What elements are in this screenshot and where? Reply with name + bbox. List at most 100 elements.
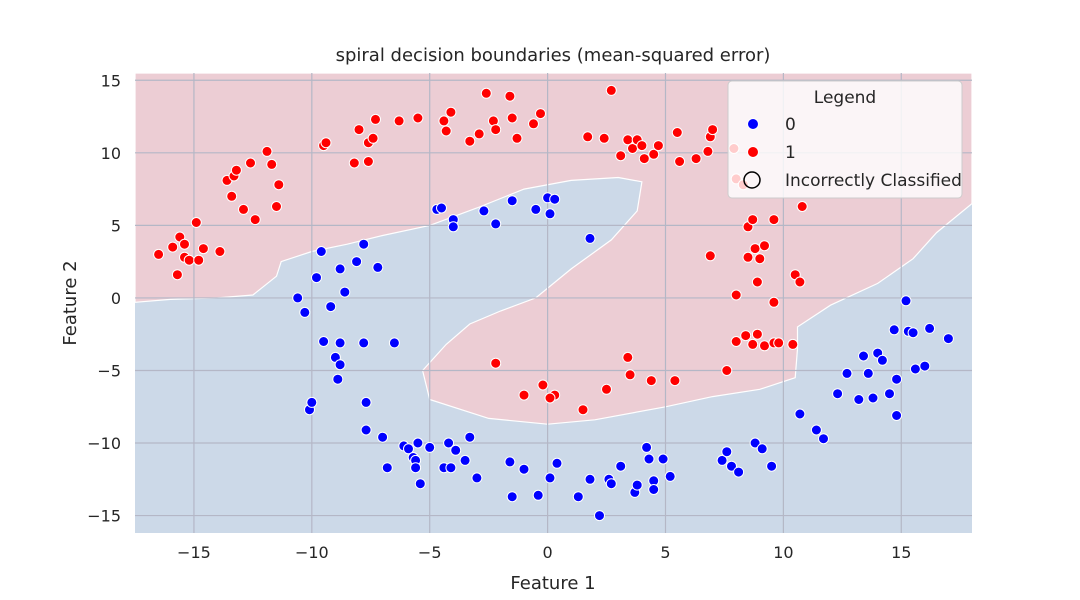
point-class-1	[273, 179, 285, 191]
point-class-1	[440, 125, 452, 137]
point-class-0	[841, 367, 853, 379]
point-class-0	[518, 463, 530, 475]
point-class-1	[193, 254, 205, 266]
point-class-0	[818, 433, 829, 445]
point-class-0	[891, 373, 903, 385]
point-class-0	[832, 388, 844, 400]
scatter-points	[153, 84, 954, 522]
point-class-0	[464, 431, 476, 443]
point-class-1	[648, 148, 660, 160]
point-class-1	[702, 145, 714, 157]
point-class-1	[615, 150, 627, 162]
point-class-0	[605, 478, 617, 490]
x-tick-label: −10	[295, 543, 329, 562]
point-class-0	[450, 444, 462, 456]
point-class-1	[490, 357, 502, 369]
point-class-0	[900, 295, 912, 307]
point-class-0	[490, 218, 502, 230]
point-class-1	[749, 243, 761, 255]
legend-marker-class-1	[747, 146, 759, 158]
point-class-1	[751, 328, 763, 340]
legend-marker-class-0	[747, 118, 759, 130]
point-class-0	[858, 350, 869, 362]
x-tick-label: 15	[891, 543, 911, 562]
point-class-0	[412, 437, 424, 449]
point-class-1	[464, 135, 476, 147]
point-class-1	[690, 153, 702, 165]
point-class-1	[652, 140, 664, 152]
point-class-0	[876, 354, 888, 366]
point-class-0	[315, 246, 327, 257]
point-class-0	[299, 306, 311, 318]
point-class-0	[311, 272, 322, 284]
point-class-1	[669, 375, 681, 387]
point-class-0	[733, 466, 745, 478]
point-class-0	[360, 424, 372, 436]
point-class-1	[544, 392, 556, 404]
grid	[135, 73, 972, 533]
point-class-0	[436, 202, 447, 214]
point-class-0	[424, 441, 436, 453]
point-class-0	[459, 454, 471, 466]
y-tick-label: 10	[101, 144, 121, 163]
y-tick-label: −10	[87, 434, 121, 453]
point-class-1	[794, 276, 806, 288]
point-class-0	[471, 472, 483, 484]
point-class-0	[403, 443, 414, 455]
point-class-0	[530, 203, 542, 215]
point-class-1	[796, 201, 808, 212]
point-class-0	[332, 373, 344, 385]
point-class-1	[153, 248, 165, 260]
legend-box	[727, 80, 963, 199]
point-class-1	[671, 127, 683, 138]
point-class-1	[197, 243, 209, 255]
point-class-0	[615, 460, 627, 472]
point-class-0	[643, 453, 655, 465]
point-class-1	[747, 338, 759, 350]
point-class-0	[334, 359, 346, 371]
point-class-0	[749, 437, 761, 449]
point-class-1	[759, 240, 770, 252]
point-class-0	[664, 470, 676, 482]
point-class-0	[888, 324, 900, 336]
point-class-0	[358, 337, 370, 349]
legend-label-class-0: 0	[785, 115, 796, 135]
point-class-1	[730, 336, 742, 347]
point-class-0	[810, 424, 822, 436]
legend-label-incorrect: Incorrectly Classified	[785, 171, 962, 191]
legend: Legend 0 1 Incorrectly Classified	[727, 80, 963, 199]
point-class-1	[759, 340, 770, 352]
point-class-0	[657, 453, 669, 465]
point-class-1	[704, 250, 716, 262]
point-class-0	[360, 396, 372, 408]
y-tick-label: −5	[97, 361, 121, 380]
point-class-1	[245, 157, 256, 169]
point-class-1	[605, 84, 617, 96]
y-tick-label: −15	[87, 507, 121, 526]
point-class-0	[544, 208, 556, 220]
point-class-1	[674, 156, 686, 167]
point-class-1	[707, 124, 719, 136]
point-class-1	[535, 108, 546, 120]
point-class-0	[410, 462, 422, 474]
point-class-1	[367, 132, 379, 144]
y-axis-label: Feature 2	[60, 260, 81, 345]
point-class-0	[942, 333, 954, 345]
point-class-0	[631, 479, 643, 491]
point-class-1	[480, 87, 492, 99]
point-class-1	[622, 351, 634, 363]
chart-title: spiral decision boundaries (mean-squared…	[336, 45, 771, 66]
legend-title: Legend	[814, 88, 876, 108]
point-class-1	[249, 214, 261, 226]
point-class-1	[353, 124, 365, 136]
point-class-0	[909, 363, 921, 375]
point-class-0	[756, 443, 768, 455]
point-class-0	[372, 261, 384, 273]
point-class-0	[919, 360, 931, 372]
point-class-0	[584, 232, 596, 244]
x-tick-label: 0	[543, 543, 553, 562]
point-class-0	[549, 193, 561, 205]
point-class-0	[853, 394, 865, 405]
